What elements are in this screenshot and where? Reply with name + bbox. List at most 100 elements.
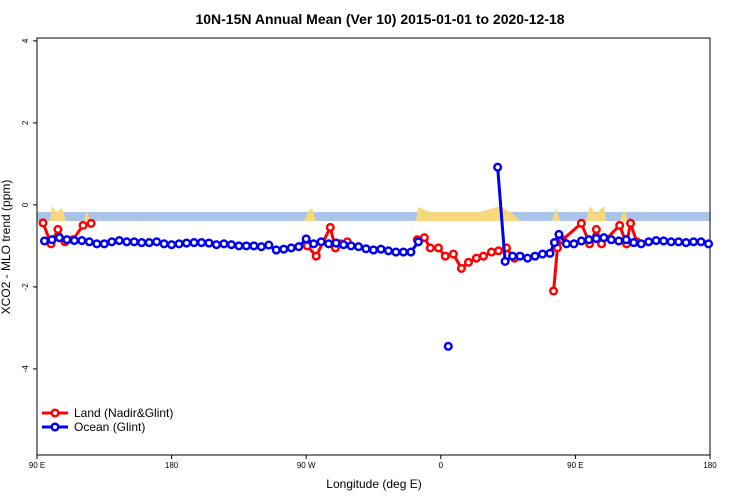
data-point xyxy=(391,247,401,257)
data-point xyxy=(174,239,184,249)
y-axis-label: XCO2 - MLO trend (ppm) xyxy=(0,180,13,315)
data-point xyxy=(62,235,72,245)
data-point xyxy=(264,240,274,250)
data-point xyxy=(219,239,229,249)
legend-label: Land (Nadir&Glint) xyxy=(74,406,173,420)
data-point xyxy=(471,253,481,263)
data-point xyxy=(549,286,559,296)
data-point xyxy=(383,246,394,256)
data-point xyxy=(636,239,646,249)
data-point xyxy=(38,218,48,228)
x-tick-label: 90 E xyxy=(567,461,583,470)
data-point xyxy=(324,239,334,249)
data-point xyxy=(614,236,624,246)
data-point xyxy=(211,240,222,250)
data-point xyxy=(644,237,654,247)
chart-title: 10N-15N Annual Mean (Ver 10) 2015-01-01 … xyxy=(195,11,564,27)
data-point xyxy=(204,238,214,248)
data-point xyxy=(159,239,169,249)
y-tick-label: -2 xyxy=(21,283,30,291)
data-point xyxy=(182,238,192,248)
data-point xyxy=(376,244,386,254)
land-ocean-band xyxy=(37,206,710,221)
data-point xyxy=(398,247,408,257)
data-point xyxy=(443,341,453,351)
data-point xyxy=(696,237,706,247)
data-point xyxy=(152,237,162,247)
data-point xyxy=(651,236,661,246)
data-point xyxy=(279,244,289,254)
data-point xyxy=(249,241,259,251)
data-point xyxy=(107,237,117,247)
data-point xyxy=(368,245,379,255)
data-point xyxy=(419,233,429,243)
data-point xyxy=(271,245,281,255)
data-point xyxy=(576,236,586,246)
data-point xyxy=(256,242,266,252)
data-point xyxy=(286,243,296,253)
legend-marker xyxy=(50,408,60,418)
data-point xyxy=(413,237,423,247)
data-point xyxy=(361,244,371,254)
data-point xyxy=(39,236,50,246)
data-point xyxy=(554,229,564,239)
data-point xyxy=(129,237,139,247)
data-point xyxy=(122,237,132,247)
data-point xyxy=(144,238,154,248)
data-point xyxy=(167,240,177,250)
data-point xyxy=(189,238,199,248)
data-point xyxy=(530,251,540,261)
data-point xyxy=(688,237,699,247)
data-point xyxy=(486,247,497,257)
data-point xyxy=(196,238,207,248)
data-point xyxy=(599,233,609,243)
legend-label: Ocean (Glint) xyxy=(74,420,145,434)
data-point xyxy=(301,234,311,244)
data-point xyxy=(493,246,504,256)
y-tick-label: 0 xyxy=(21,202,30,207)
data-point xyxy=(226,240,236,250)
data-point xyxy=(666,237,676,247)
data-point xyxy=(433,243,443,253)
data-point xyxy=(234,241,244,251)
y-tick-label: 4 xyxy=(21,38,30,43)
data-point xyxy=(425,243,435,253)
data-point xyxy=(703,239,714,249)
y-tick-label: -4 xyxy=(21,365,30,373)
data-point xyxy=(626,218,636,228)
data-point xyxy=(339,240,349,250)
data-point xyxy=(309,239,319,249)
data-point xyxy=(591,233,601,244)
data-point xyxy=(325,222,335,232)
data-point xyxy=(440,251,450,261)
data-point xyxy=(84,237,94,247)
data-point xyxy=(241,241,251,251)
data-point xyxy=(674,237,684,247)
data-point xyxy=(316,237,326,247)
x-axis-label: Longitude (deg E) xyxy=(326,477,421,491)
data-point xyxy=(86,218,96,228)
data-point xyxy=(78,220,88,230)
x-tick-label: 180 xyxy=(703,461,717,470)
data-point xyxy=(561,239,571,249)
data-point xyxy=(606,235,616,245)
data-point xyxy=(99,239,109,249)
data-point xyxy=(515,251,525,261)
data-point xyxy=(54,233,64,243)
data-point xyxy=(456,263,466,273)
data-point xyxy=(569,239,579,249)
data-point xyxy=(522,253,533,263)
legend-marker xyxy=(50,422,60,432)
data-point xyxy=(463,257,474,267)
data-point xyxy=(576,218,586,228)
data-point xyxy=(681,238,691,248)
data-point xyxy=(353,242,364,252)
data-point xyxy=(69,236,79,246)
data-point xyxy=(500,256,510,267)
data-point xyxy=(92,239,102,249)
x-tick-label: 90 W xyxy=(297,461,316,470)
data-point xyxy=(137,238,147,248)
data-point xyxy=(629,238,639,248)
data-point xyxy=(591,224,601,235)
